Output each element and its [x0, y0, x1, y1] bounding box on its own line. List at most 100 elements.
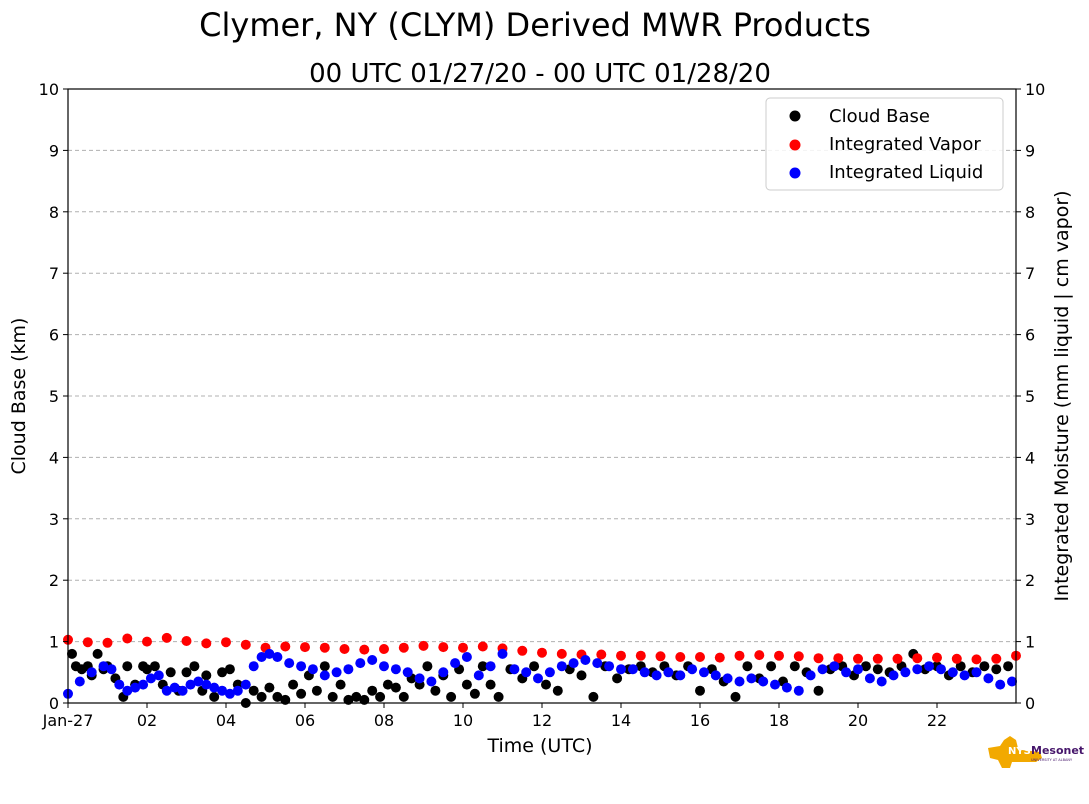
y-tick-label-right: 2 [1025, 571, 1035, 590]
point-integrated-liquid [888, 670, 899, 681]
point-integrated-vapor [616, 650, 626, 661]
point-integrated-liquid [379, 661, 389, 672]
point-cloud-base [430, 685, 441, 696]
point-integrated-liquid [177, 685, 188, 696]
point-integrated-liquid [209, 682, 220, 693]
point-integrated-liquid [971, 667, 982, 678]
point-cloud-base [529, 661, 540, 672]
point-integrated-liquid [169, 682, 180, 693]
point-cloud-base [272, 691, 283, 702]
point-integrated-liquid [161, 685, 172, 696]
point-cloud-base [288, 679, 299, 690]
point-integrated-liquid [912, 664, 923, 675]
point-cloud-base [149, 661, 160, 672]
point-integrated-liquid [746, 673, 757, 684]
point-cloud-base [375, 691, 386, 702]
point-integrated-liquid [114, 679, 125, 690]
point-integrated-liquid [414, 673, 425, 684]
y-tick-label-right: 6 [1025, 326, 1035, 345]
point-cloud-base [422, 661, 433, 672]
x-tick-label: 16 [690, 711, 710, 730]
point-integrated-liquid [485, 661, 496, 672]
point-integrated-liquid [438, 667, 449, 678]
y-tick-label-left: 3 [49, 510, 59, 529]
legend-label-integrated-liquid: Integrated Liquid [829, 162, 983, 183]
point-integrated-liquid [770, 679, 780, 690]
point-cloud-base [742, 661, 753, 672]
point-cloud-base [398, 691, 409, 702]
point-cloud-base [872, 664, 883, 675]
point-cloud-base [695, 685, 705, 696]
x-tick-label: 20 [848, 711, 868, 730]
point-integrated-vapor [853, 653, 863, 664]
point-integrated-liquid [544, 667, 555, 678]
point-integrated-liquid [193, 676, 204, 687]
logo-subtitle: UNIVERSITY AT ALBANY [1031, 758, 1073, 762]
x-tick-label: 02 [137, 711, 157, 730]
y-tick-label-left: 1 [49, 633, 59, 652]
point-cloud-base [552, 685, 563, 696]
x-tick-label: 06 [295, 711, 315, 730]
chart-title: Clymer, NY (CLYM) Derived MWR Products [199, 6, 871, 44]
point-integrated-liquid [145, 673, 156, 684]
y-tick-label-left: 9 [49, 141, 59, 160]
point-integrated-liquid [663, 667, 674, 678]
legend-label-integrated-vapor: Integrated Vapor [829, 134, 981, 155]
point-integrated-liquid [1007, 676, 1017, 687]
y-axis-label-left: Cloud Base (km) [8, 318, 30, 475]
point-integrated-liquid [687, 664, 698, 675]
point-integrated-liquid [355, 658, 366, 669]
chart-subtitle: 00 UTC 01/27/20 - 00 UTC 01/28/20 [309, 59, 771, 89]
legend-marker-integrated-vapor [789, 139, 801, 151]
x-tick-label: 04 [216, 711, 236, 730]
y-tick-label-left: 4 [49, 448, 59, 467]
x-tick-label: 22 [927, 711, 947, 730]
point-integrated-vapor [635, 650, 646, 661]
point-integrated-vapor [872, 653, 883, 664]
point-cloud-base [264, 682, 275, 693]
point-integrated-liquid [264, 648, 275, 659]
point-integrated-liquid [722, 673, 733, 684]
point-integrated-vapor [596, 649, 607, 660]
point-integrated-vapor [754, 650, 765, 661]
point-integrated-liquid [829, 661, 840, 672]
point-cloud-base [165, 667, 176, 678]
point-integrated-liquid [217, 685, 228, 696]
point-cloud-base [813, 685, 824, 696]
y-tick-label-right: 9 [1025, 141, 1035, 160]
point-integrated-vapor [655, 651, 666, 662]
y-tick-label-left: 6 [49, 326, 59, 345]
point-cloud-base [576, 670, 587, 681]
point-integrated-vapor [833, 653, 844, 664]
point-integrated-liquid [568, 658, 579, 669]
point-cloud-base [311, 685, 322, 696]
point-integrated-liquid [106, 664, 117, 675]
y-tick-label-left: 2 [49, 571, 59, 590]
point-integrated-liquid [284, 658, 295, 669]
point-integrated-vapor [142, 636, 152, 647]
point-integrated-vapor [991, 653, 1002, 664]
point-integrated-vapor [971, 654, 982, 665]
point-integrated-liquid [627, 664, 638, 675]
point-cloud-base [296, 688, 307, 699]
legend: Cloud Base Integrated Vapor Integrated L… [765, 97, 1004, 191]
point-integrated-vapor [951, 653, 962, 664]
x-tick-label: 10 [453, 711, 473, 730]
legend-label-cloud-base: Cloud Base [829, 106, 930, 127]
point-integrated-liquid [272, 652, 283, 662]
point-integrated-liquid [138, 679, 149, 690]
point-cloud-base [92, 648, 103, 659]
point-cloud-base [860, 661, 871, 672]
point-integrated-vapor [102, 637, 113, 648]
point-cloud-base [730, 691, 741, 702]
point-integrated-vapor [458, 642, 468, 653]
point-integrated-vapor [556, 648, 567, 659]
point-integrated-liquid [497, 648, 508, 659]
series-integrated-vapor [63, 632, 1021, 665]
point-integrated-vapor [912, 653, 923, 664]
point-integrated-vapor [161, 632, 172, 643]
y-tick-label-right: 0 [1025, 694, 1035, 713]
point-integrated-vapor [339, 644, 350, 654]
point-integrated-vapor [734, 650, 745, 661]
